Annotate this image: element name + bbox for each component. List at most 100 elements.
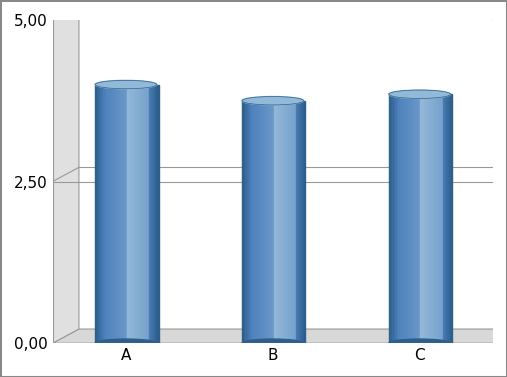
- Bar: [142, 84, 144, 343]
- Bar: [402, 94, 404, 343]
- Bar: [417, 94, 419, 343]
- Bar: [413, 94, 414, 343]
- Bar: [420, 94, 422, 343]
- Ellipse shape: [242, 339, 304, 348]
- Bar: [296, 101, 298, 343]
- Bar: [120, 84, 122, 343]
- Bar: [299, 101, 301, 343]
- Bar: [277, 101, 278, 343]
- Bar: [416, 94, 418, 343]
- Bar: [419, 94, 421, 343]
- Bar: [242, 101, 244, 343]
- Bar: [437, 94, 438, 343]
- Bar: [395, 94, 397, 343]
- Bar: [424, 94, 425, 343]
- Bar: [106, 84, 108, 343]
- Bar: [411, 94, 413, 343]
- Bar: [149, 84, 151, 343]
- Polygon shape: [53, 6, 79, 343]
- Bar: [449, 94, 451, 343]
- Bar: [111, 84, 113, 343]
- Bar: [95, 84, 97, 343]
- Bar: [447, 94, 449, 343]
- Bar: [116, 84, 118, 343]
- Bar: [408, 94, 410, 343]
- Bar: [119, 84, 121, 343]
- Bar: [104, 84, 106, 343]
- Bar: [414, 94, 416, 343]
- Bar: [272, 101, 274, 343]
- Bar: [451, 94, 452, 343]
- Ellipse shape: [95, 339, 157, 348]
- Bar: [431, 94, 433, 343]
- Bar: [425, 94, 427, 343]
- Bar: [97, 84, 98, 343]
- Bar: [427, 94, 428, 343]
- Bar: [390, 94, 392, 343]
- Bar: [122, 84, 124, 343]
- Ellipse shape: [95, 80, 157, 89]
- Bar: [155, 84, 157, 343]
- Bar: [138, 84, 139, 343]
- Bar: [114, 84, 116, 343]
- Bar: [154, 84, 156, 343]
- Bar: [443, 94, 445, 343]
- Bar: [422, 94, 424, 343]
- Bar: [136, 84, 138, 343]
- Bar: [438, 94, 440, 343]
- Bar: [128, 84, 130, 343]
- Bar: [243, 101, 245, 343]
- Bar: [258, 101, 260, 343]
- Bar: [405, 94, 407, 343]
- Bar: [135, 84, 136, 343]
- Bar: [280, 101, 282, 343]
- Bar: [263, 101, 264, 343]
- Bar: [264, 101, 266, 343]
- Bar: [157, 84, 159, 343]
- Bar: [130, 84, 132, 343]
- Bar: [127, 84, 129, 343]
- Bar: [409, 94, 411, 343]
- Bar: [400, 94, 402, 343]
- Bar: [151, 84, 152, 343]
- Bar: [100, 84, 102, 343]
- Bar: [146, 84, 148, 343]
- Bar: [406, 94, 408, 343]
- Bar: [139, 84, 141, 343]
- Bar: [433, 94, 435, 343]
- Bar: [430, 94, 432, 343]
- Bar: [281, 101, 283, 343]
- Bar: [131, 84, 133, 343]
- Bar: [110, 84, 111, 343]
- Bar: [286, 101, 288, 343]
- Bar: [253, 101, 255, 343]
- Bar: [245, 101, 247, 343]
- Ellipse shape: [242, 97, 304, 105]
- Bar: [133, 84, 135, 343]
- Bar: [98, 84, 100, 343]
- Bar: [392, 94, 394, 343]
- Bar: [444, 94, 446, 343]
- Bar: [152, 84, 154, 343]
- Bar: [397, 94, 399, 343]
- Bar: [428, 94, 430, 343]
- Bar: [403, 94, 405, 343]
- Bar: [117, 84, 119, 343]
- Bar: [267, 101, 269, 343]
- Bar: [261, 101, 263, 343]
- Bar: [113, 84, 114, 343]
- Bar: [302, 101, 304, 343]
- Bar: [294, 101, 296, 343]
- Bar: [108, 84, 110, 343]
- Bar: [260, 101, 261, 343]
- Bar: [297, 101, 299, 343]
- Bar: [266, 101, 268, 343]
- Bar: [446, 94, 448, 343]
- Bar: [248, 101, 250, 343]
- Ellipse shape: [389, 339, 451, 348]
- Bar: [440, 94, 441, 343]
- Bar: [101, 84, 103, 343]
- Bar: [269, 101, 271, 343]
- Bar: [247, 101, 248, 343]
- Bar: [250, 101, 251, 343]
